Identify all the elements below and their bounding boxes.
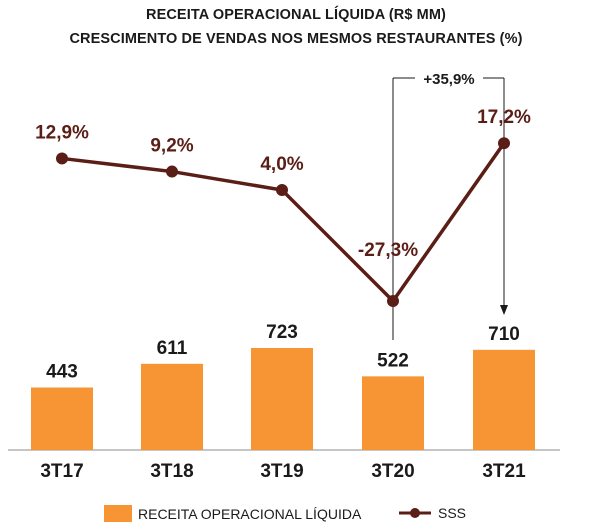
bar-3T19 [251, 348, 313, 450]
chart-subtitle: CRESCIMENTO DE VENDAS NOS MESMOS RESTAUR… [69, 31, 523, 47]
legend-item-revenue: RECEITA OPERACIONAL LÍQUIDA [104, 505, 361, 522]
legend-line-icon [399, 508, 431, 518]
bar-label-3T17: 443 [46, 362, 78, 383]
bar-label-3T18: 611 [157, 338, 188, 359]
bar-label-3T21: 710 [488, 324, 520, 345]
sss-label-3T20: -27,3% [358, 240, 418, 261]
bar-3T21 [473, 349, 535, 450]
legend-item-sss: SSS [398, 505, 466, 521]
bar-label-3T19: 723 [266, 322, 298, 343]
legend: RECEITA OPERACIONAL LÍQUIDA SSS [0, 505, 592, 527]
x-tick-3T20: 3T20 [371, 461, 414, 482]
sss-point-3T20 [387, 295, 399, 307]
x-tick-3T18: 3T18 [150, 461, 193, 482]
annotation-arrowhead [500, 305, 508, 315]
sss-point-3T19 [276, 184, 288, 196]
sss-label-3T19: 4,0% [260, 154, 303, 175]
legend-label-revenue: RECEITA OPERACIONAL LÍQUIDA [138, 505, 362, 522]
sss-label-3T17: 12,9% [35, 122, 89, 143]
sss-label-3T18: 9,2% [150, 136, 193, 157]
chart-title: RECEITA OPERACIONAL LÍQUIDA (R$ MM) [146, 7, 446, 23]
sss-point-3T21 [498, 137, 510, 150]
annotation-label: +35,9% [423, 71, 474, 88]
bar-3T18 [141, 363, 203, 450]
sss-label-3T21: 17,2% [477, 107, 531, 128]
x-tick-3T21: 3T21 [482, 461, 526, 482]
legend-swatch-revenue [104, 505, 132, 522]
x-tick-3T17: 3T17 [40, 461, 83, 482]
bar-label-3T20: 522 [377, 350, 409, 371]
bar-3T17 [31, 387, 93, 450]
combo-chart: 443 611 723 522 710 3T17 3T18 3T19 3T20 3T21 +35,9… [8, 71, 560, 482]
bar-3T20 [362, 376, 424, 450]
x-tick-3T19: 3T19 [260, 461, 303, 482]
sss-point-3T18 [166, 165, 178, 178]
sss-point-3T17 [56, 152, 68, 165]
legend-label-sss: SSS [438, 505, 467, 521]
